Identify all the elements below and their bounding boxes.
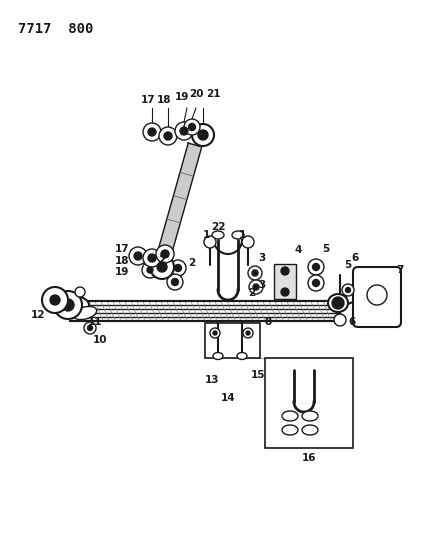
Text: 7: 7 <box>396 265 404 275</box>
Text: 2: 2 <box>188 258 196 268</box>
Text: 2: 2 <box>158 255 166 265</box>
Ellipse shape <box>212 231 224 239</box>
Circle shape <box>332 297 344 309</box>
Circle shape <box>172 279 178 286</box>
Ellipse shape <box>57 296 89 314</box>
Circle shape <box>134 252 142 260</box>
Text: 8: 8 <box>265 317 272 327</box>
Circle shape <box>308 259 324 275</box>
Text: 18: 18 <box>157 95 171 105</box>
Circle shape <box>62 299 74 311</box>
Circle shape <box>180 127 188 135</box>
Circle shape <box>143 249 161 267</box>
Text: 22: 22 <box>211 222 225 232</box>
Ellipse shape <box>302 411 318 421</box>
Circle shape <box>204 236 216 248</box>
Circle shape <box>242 236 254 248</box>
Circle shape <box>157 262 167 272</box>
Circle shape <box>192 124 214 146</box>
Circle shape <box>312 263 319 271</box>
Circle shape <box>50 295 60 305</box>
Text: 18: 18 <box>115 256 129 266</box>
Ellipse shape <box>232 231 244 239</box>
Text: 3: 3 <box>259 280 266 290</box>
Text: 1: 1 <box>202 230 210 240</box>
Text: 11: 11 <box>88 317 102 327</box>
Text: 19: 19 <box>175 92 189 102</box>
Circle shape <box>281 267 289 275</box>
Ellipse shape <box>282 411 298 421</box>
Bar <box>274 264 296 299</box>
Circle shape <box>345 287 351 293</box>
Text: 13: 13 <box>205 375 219 385</box>
Ellipse shape <box>328 294 348 312</box>
Text: 17: 17 <box>141 95 155 105</box>
Circle shape <box>156 245 174 263</box>
Circle shape <box>312 279 319 287</box>
Circle shape <box>252 270 258 276</box>
Circle shape <box>75 287 85 297</box>
Circle shape <box>334 314 346 326</box>
Text: 5: 5 <box>345 260 352 270</box>
Circle shape <box>148 254 156 262</box>
Circle shape <box>143 123 161 141</box>
Circle shape <box>147 267 153 273</box>
Text: 3: 3 <box>259 253 266 263</box>
Circle shape <box>87 326 92 330</box>
Circle shape <box>170 260 186 276</box>
Text: 1: 1 <box>238 230 246 240</box>
Circle shape <box>161 250 169 258</box>
Circle shape <box>188 124 196 131</box>
Text: 5: 5 <box>322 244 330 254</box>
Bar <box>205 323 260 358</box>
Ellipse shape <box>237 352 247 359</box>
Circle shape <box>142 262 158 278</box>
Text: 17: 17 <box>115 244 129 254</box>
Circle shape <box>167 274 183 290</box>
Circle shape <box>84 322 96 334</box>
Ellipse shape <box>213 352 223 359</box>
Circle shape <box>246 331 250 335</box>
Text: 16: 16 <box>302 453 316 463</box>
Circle shape <box>42 287 68 313</box>
Circle shape <box>159 127 177 145</box>
Text: 2: 2 <box>248 288 256 298</box>
Circle shape <box>213 331 217 335</box>
Text: 15: 15 <box>251 370 265 380</box>
Bar <box>265 358 353 448</box>
Ellipse shape <box>73 306 97 320</box>
Ellipse shape <box>367 285 387 305</box>
Text: 19: 19 <box>115 267 129 277</box>
Text: 4: 4 <box>294 245 302 255</box>
FancyBboxPatch shape <box>353 267 401 327</box>
Circle shape <box>308 275 324 291</box>
Circle shape <box>281 288 289 296</box>
Circle shape <box>253 284 259 290</box>
Ellipse shape <box>302 425 318 435</box>
Text: 6: 6 <box>351 253 359 263</box>
Circle shape <box>54 291 82 319</box>
Circle shape <box>150 255 174 279</box>
Polygon shape <box>155 143 202 264</box>
Circle shape <box>243 328 253 338</box>
Text: 20: 20 <box>189 89 203 99</box>
Circle shape <box>248 266 262 280</box>
Text: 6: 6 <box>348 317 356 327</box>
Ellipse shape <box>282 425 298 435</box>
Text: 7717  800: 7717 800 <box>18 22 93 36</box>
Text: 21: 21 <box>206 89 220 99</box>
Circle shape <box>342 284 354 296</box>
Circle shape <box>164 132 172 140</box>
Circle shape <box>184 119 200 135</box>
Circle shape <box>249 280 263 294</box>
Text: 10: 10 <box>93 335 107 345</box>
Circle shape <box>129 247 147 265</box>
Text: 14: 14 <box>221 393 235 403</box>
Circle shape <box>175 122 193 140</box>
Circle shape <box>210 328 220 338</box>
Circle shape <box>198 130 208 140</box>
Text: 12: 12 <box>31 310 45 320</box>
Circle shape <box>148 128 156 136</box>
Circle shape <box>175 264 181 271</box>
